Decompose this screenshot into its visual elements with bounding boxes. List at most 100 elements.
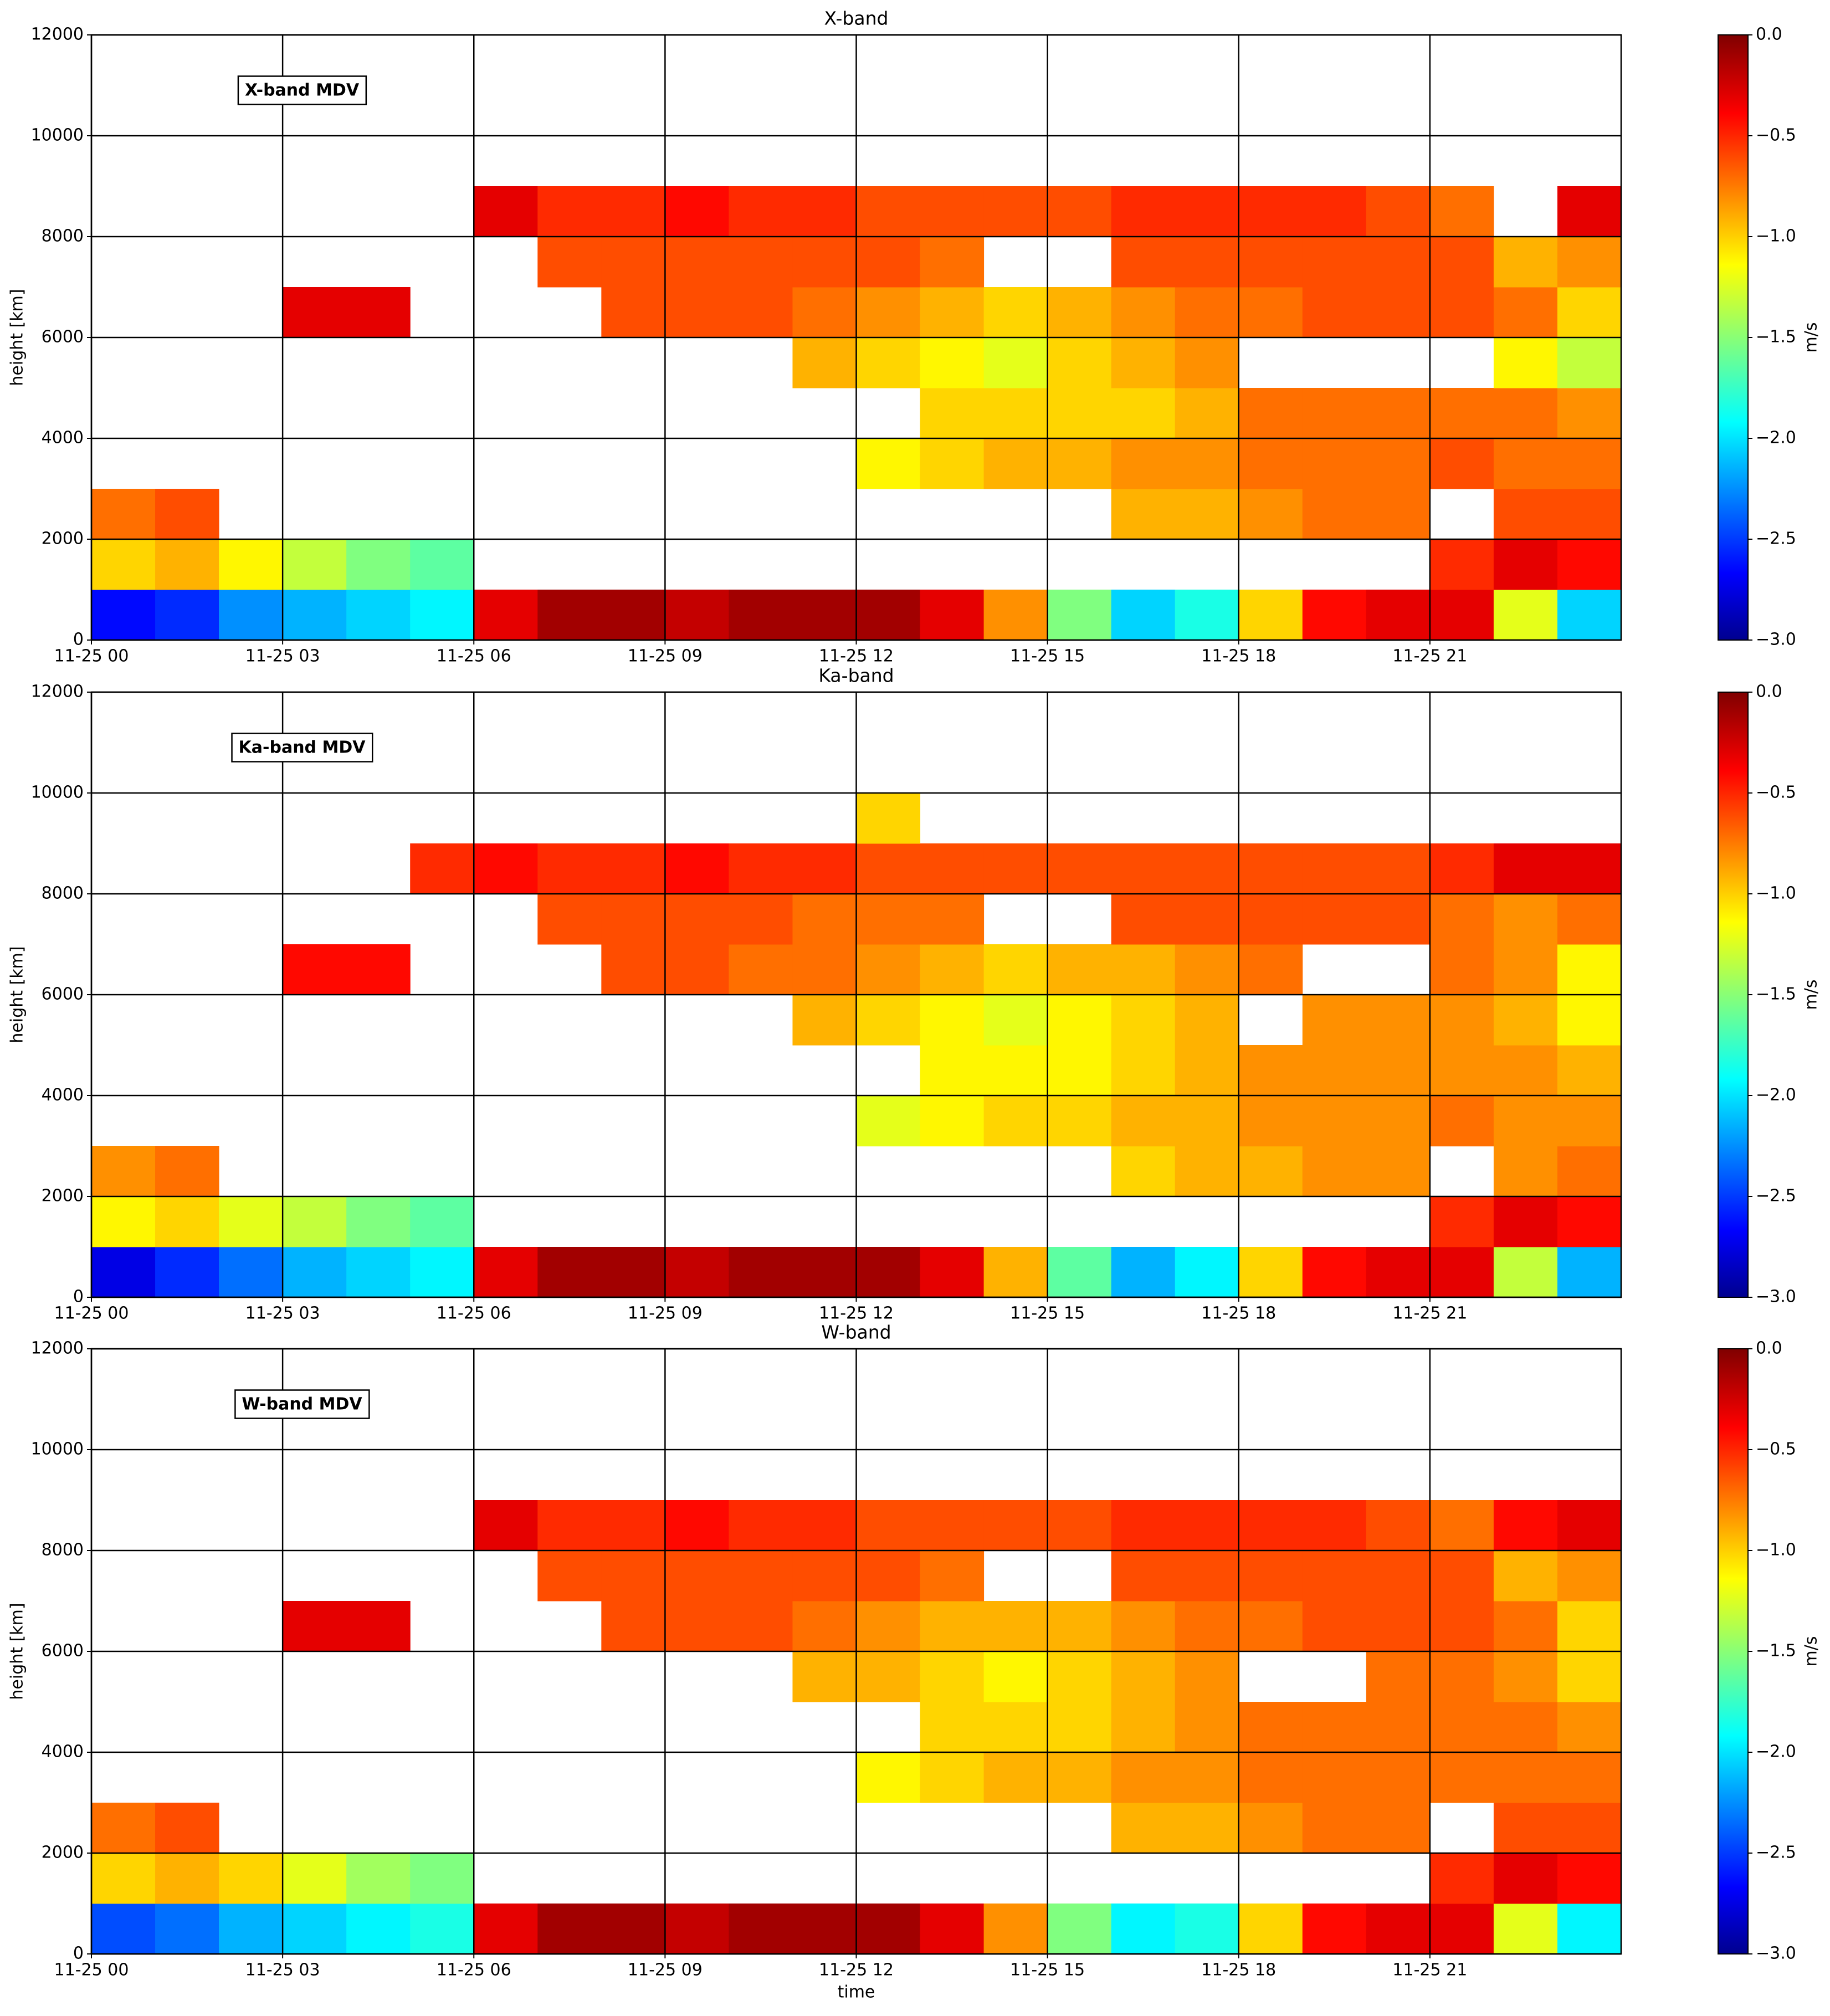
cell xyxy=(1366,1247,1431,1298)
cell xyxy=(665,843,729,894)
cell xyxy=(856,1500,921,1551)
cell xyxy=(155,1904,219,1954)
cell xyxy=(983,590,1048,641)
cell xyxy=(1175,1651,1239,1702)
cell xyxy=(537,237,602,288)
colorbar-tick-label: 0.0 xyxy=(1756,1339,1782,1358)
colorbar-label: m/s xyxy=(1802,323,1821,353)
cell xyxy=(1111,1904,1176,1954)
x-tick-label: 11-25 21 xyxy=(1392,1961,1467,1980)
cell xyxy=(856,237,921,288)
cell xyxy=(1047,388,1112,439)
cell xyxy=(920,337,985,388)
x-axis-label: time xyxy=(838,1983,875,2002)
cell xyxy=(1557,1904,1622,1954)
cell xyxy=(1429,1752,1494,1803)
y-axis-label: height [km] xyxy=(8,1603,27,1700)
cell xyxy=(155,1853,219,1904)
cell xyxy=(856,793,921,844)
cell xyxy=(665,1500,729,1551)
cell xyxy=(283,539,347,590)
cell xyxy=(1302,1096,1367,1147)
cell xyxy=(1429,1853,1494,1904)
y-tick-label: 10000 xyxy=(31,783,84,802)
annotation-box xyxy=(234,1389,370,1419)
cell xyxy=(1557,894,1622,945)
cell xyxy=(792,894,857,945)
cell xyxy=(1557,1247,1622,1298)
cell xyxy=(1429,944,1494,995)
cell xyxy=(920,1551,985,1601)
cell xyxy=(219,1904,283,1954)
cell xyxy=(1429,1601,1494,1652)
cell xyxy=(1302,843,1367,894)
cell xyxy=(601,237,665,288)
cell xyxy=(729,944,793,995)
cell xyxy=(1302,1803,1367,1854)
cell xyxy=(1429,1500,1494,1551)
colorbar-tick-label: −1.5 xyxy=(1756,328,1796,347)
colorbar-tick-label: −2.5 xyxy=(1756,529,1796,549)
cell xyxy=(1047,590,1112,641)
cell xyxy=(1429,590,1494,641)
cell xyxy=(1493,1045,1558,1096)
cell xyxy=(1047,337,1112,388)
cell xyxy=(729,1601,793,1652)
cell xyxy=(1238,1904,1303,1954)
cell xyxy=(856,1551,921,1601)
cell xyxy=(474,590,538,641)
y-tick-label: 8000 xyxy=(42,227,84,246)
cell xyxy=(792,186,857,237)
cell xyxy=(792,1551,857,1601)
cell xyxy=(283,1601,347,1652)
annotation-box xyxy=(237,75,367,105)
cell xyxy=(346,944,411,995)
cell xyxy=(601,843,665,894)
cell xyxy=(983,1500,1048,1551)
cell xyxy=(1302,388,1367,439)
x-tick-label: 11-25 03 xyxy=(245,1304,320,1323)
cell xyxy=(1238,894,1303,945)
cell xyxy=(1429,1702,1494,1753)
y-tick-label: 10000 xyxy=(31,1440,84,1459)
cell xyxy=(1175,1146,1239,1197)
plot-frame xyxy=(90,1348,1622,1955)
cell xyxy=(155,539,219,590)
cell xyxy=(920,438,985,489)
cell xyxy=(729,287,793,338)
cell xyxy=(1175,388,1239,439)
cell xyxy=(1429,894,1494,945)
x-tick-label: 11-25 00 xyxy=(54,1961,129,1980)
x-tick-label: 11-25 18 xyxy=(1201,1304,1276,1323)
cell xyxy=(983,1045,1048,1096)
cell xyxy=(601,894,665,945)
cell xyxy=(1493,1803,1558,1854)
cell xyxy=(1111,489,1176,540)
cell xyxy=(1493,1146,1558,1197)
colorbar xyxy=(1718,1348,1749,1954)
cell xyxy=(1366,590,1431,641)
cell xyxy=(1302,186,1367,237)
cell xyxy=(1111,1702,1176,1753)
cell xyxy=(1557,590,1622,641)
x-tick-label: 11-25 00 xyxy=(54,647,129,666)
colorbar-tick-label: −2.0 xyxy=(1756,428,1796,448)
cell xyxy=(1175,843,1239,894)
colorbar-tick-label: −3.0 xyxy=(1756,1944,1796,1963)
cell xyxy=(1238,489,1303,540)
cell xyxy=(1047,1601,1112,1652)
cell xyxy=(729,1500,793,1551)
cell xyxy=(1366,1551,1431,1601)
cell xyxy=(1238,287,1303,338)
y-tick-label: 12000 xyxy=(31,25,84,44)
cell xyxy=(1047,1247,1112,1298)
cell xyxy=(346,1601,411,1652)
cell xyxy=(1047,843,1112,894)
cell xyxy=(792,1247,857,1298)
cell xyxy=(1047,1702,1112,1753)
cell xyxy=(1493,1196,1558,1247)
cell xyxy=(1238,1045,1303,1096)
cell xyxy=(1175,186,1239,237)
cell xyxy=(219,1853,283,1904)
